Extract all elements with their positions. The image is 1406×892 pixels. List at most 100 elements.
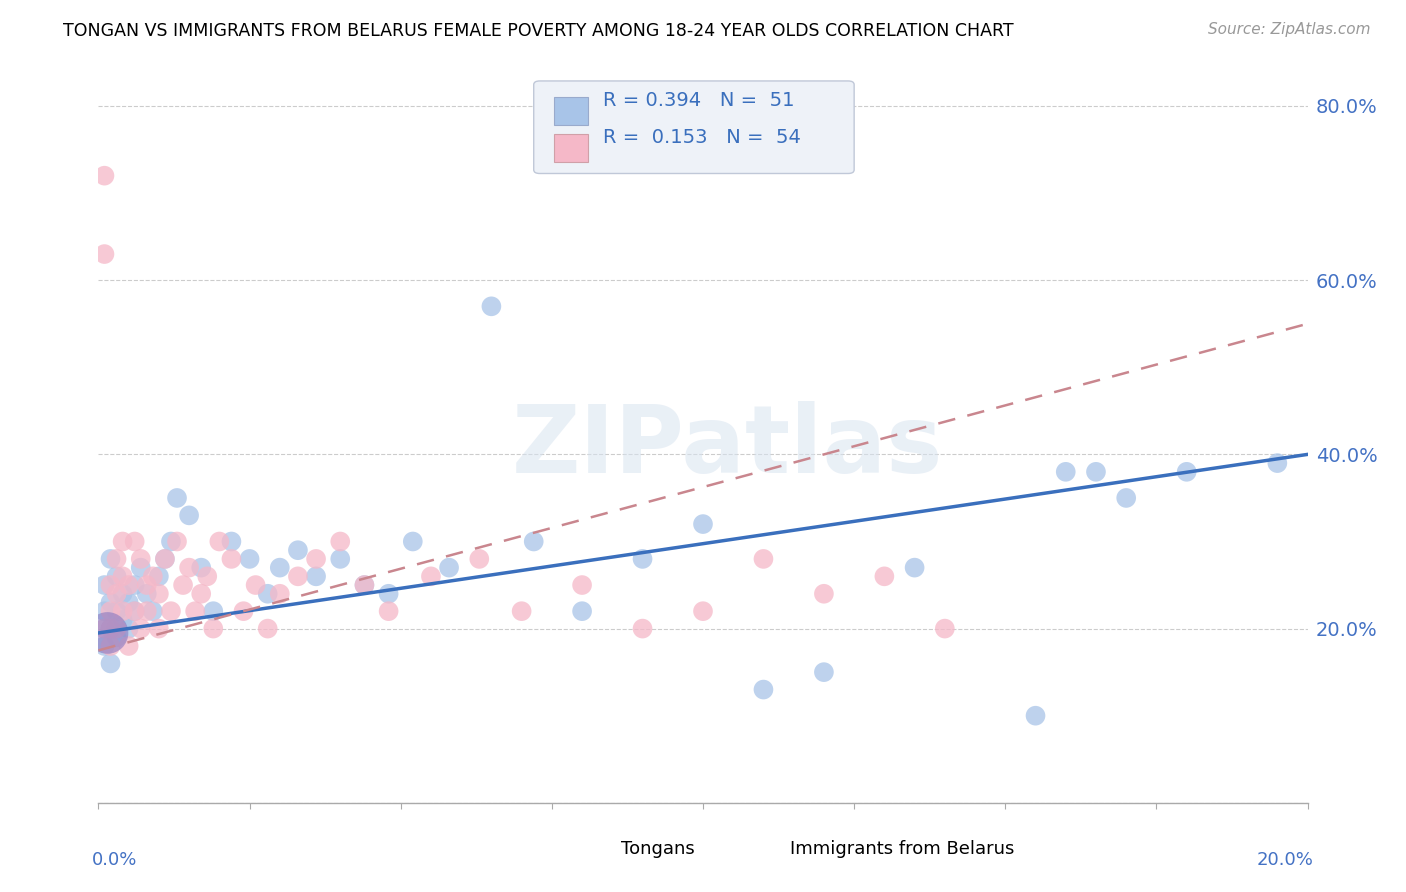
Point [148, 587, 170, 601]
Point [153, 552, 176, 566]
FancyBboxPatch shape [751, 838, 782, 861]
Point [1175, 465, 1198, 479]
Point [190, 560, 212, 574]
Point [269, 587, 291, 601]
Point [105, 604, 128, 618]
Point [100, 657, 122, 671]
Point [934, 622, 956, 636]
Point [287, 543, 309, 558]
Text: TONGAN VS IMMIGRANTS FROM BELARUS FEMALE POVERTY AMONG 18-24 YEAR OLDS CORRELATI: TONGAN VS IMMIGRANTS FROM BELARUS FEMALE… [63, 22, 1014, 40]
Point [305, 569, 328, 583]
Point [118, 639, 141, 653]
Point [245, 578, 267, 592]
Point [904, 560, 927, 574]
Point [256, 622, 278, 636]
Point [1115, 491, 1137, 505]
Point [377, 587, 399, 601]
Point [179, 560, 201, 574]
Point [1054, 465, 1077, 479]
Point [523, 534, 546, 549]
Point [402, 534, 425, 549]
Text: Source: ZipAtlas.com: Source: ZipAtlas.com [1208, 22, 1371, 37]
Point [692, 604, 714, 618]
Point [329, 534, 352, 549]
Point [93, 639, 115, 653]
Point [124, 604, 146, 618]
FancyBboxPatch shape [582, 838, 613, 861]
Point [93, 604, 115, 618]
Point [105, 552, 128, 566]
Point [166, 534, 188, 549]
Point [135, 587, 157, 601]
Point [111, 569, 134, 583]
Point [100, 622, 122, 636]
Point [172, 578, 194, 592]
Point [1267, 456, 1289, 470]
Point [100, 595, 122, 609]
Point [93, 169, 115, 183]
Point [420, 569, 443, 583]
Point [111, 613, 134, 627]
Point [510, 604, 533, 618]
Point [190, 587, 212, 601]
Point [100, 604, 122, 618]
Point [111, 587, 134, 601]
FancyBboxPatch shape [534, 81, 855, 173]
Point [631, 552, 654, 566]
Point [239, 552, 262, 566]
Point [96, 626, 118, 640]
Point [142, 569, 165, 583]
Point [142, 604, 165, 618]
Text: R =  0.153   N =  54: R = 0.153 N = 54 [603, 128, 800, 147]
FancyBboxPatch shape [554, 97, 588, 126]
Point [752, 682, 775, 697]
Point [93, 622, 115, 636]
Point [437, 560, 460, 574]
Point [179, 508, 201, 523]
Point [208, 534, 231, 549]
Text: Immigrants from Belarus: Immigrants from Belarus [790, 840, 1015, 858]
Text: R = 0.394   N =  51: R = 0.394 N = 51 [603, 92, 794, 111]
Point [93, 578, 115, 592]
Point [124, 578, 146, 592]
Point [100, 622, 122, 636]
Point [100, 639, 122, 653]
Point [105, 630, 128, 644]
Point [468, 552, 491, 566]
Text: Tongans: Tongans [621, 840, 695, 858]
Text: 20.0%: 20.0% [1257, 851, 1313, 869]
Text: 0.0%: 0.0% [93, 851, 138, 869]
Point [111, 604, 134, 618]
Text: ZIPatlas: ZIPatlas [512, 401, 943, 493]
Point [93, 247, 115, 261]
Point [129, 552, 152, 566]
Point [184, 604, 207, 618]
Point [118, 595, 141, 609]
Point [118, 578, 141, 592]
Point [100, 552, 122, 566]
Point [124, 534, 146, 549]
Point [232, 604, 254, 618]
Point [105, 622, 128, 636]
Point [221, 534, 243, 549]
Point [148, 622, 170, 636]
FancyBboxPatch shape [554, 135, 588, 162]
Point [631, 622, 654, 636]
Point [813, 665, 835, 680]
Point [100, 578, 122, 592]
Point [135, 604, 157, 618]
Point [202, 622, 225, 636]
Point [124, 604, 146, 618]
Point [111, 534, 134, 549]
Point [571, 604, 593, 618]
Point [118, 622, 141, 636]
Point [481, 299, 503, 313]
Point [329, 552, 352, 566]
Point [129, 622, 152, 636]
Point [571, 578, 593, 592]
Point [160, 534, 183, 549]
Point [160, 604, 183, 618]
Point [353, 578, 375, 592]
Point [148, 569, 170, 583]
Point [752, 552, 775, 566]
